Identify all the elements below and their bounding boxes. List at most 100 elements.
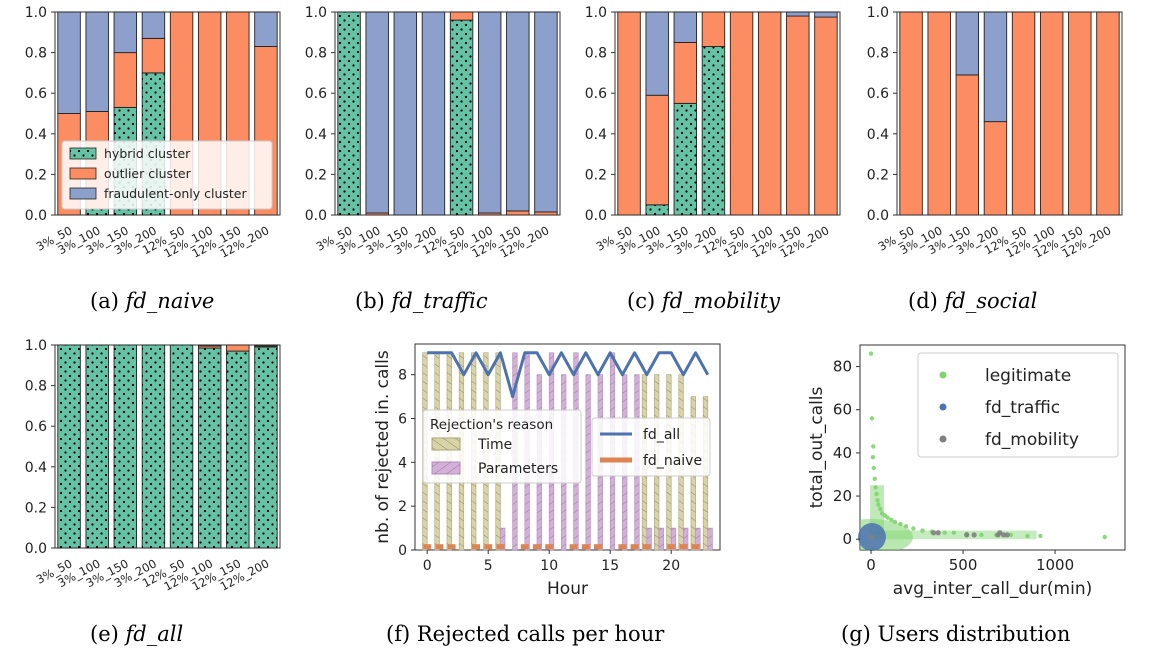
bar-b-1-7 [534,211,558,216]
y-tick-label-b-5: 1.0 [305,5,327,21]
bar-d-1-1 [927,11,951,216]
x-axis-label-f: Hour [547,579,588,599]
y-tick-label-b-0: 0.0 [305,208,327,224]
y-tick-label-b-2: 0.4 [305,127,327,143]
legend-swatch-dots [70,148,96,159]
bar-c-2-6 [786,11,810,17]
bar-b-1-6 [506,210,530,216]
x-axis-label-g: avg_inter_call_dur(min) [893,579,1092,599]
bar-a-1-2 [113,52,138,108]
point-legitimate-5 [872,476,877,481]
bar-dots-a-1 [85,208,109,215]
y-tick-label-e-4: 0.8 [25,379,47,395]
legend-label-hybrid: hybrid cluster [104,146,191,161]
bar-dots-e-2 [114,345,137,548]
caption-g: (g) Users distribution [841,622,1071,646]
point-legitimate-13 [885,515,890,520]
legend-label-fraudulent: fraudulent-only cluster [104,186,247,201]
y-tick-label-d-3: 0.6 [867,86,889,102]
y-tick-label-g-4: 80 [833,358,852,376]
point-legitimate-0 [868,351,874,356]
point-fd_mobility-3 [964,532,970,538]
point-legitimate-15 [892,519,898,525]
bar-a-2-3 [141,11,166,39]
bar-dots-e-7 [254,347,278,548]
bar-f-hatch-1-21 [683,528,689,550]
y-tick-label-a-1: 0.2 [25,167,47,183]
y-tick-label-c-4: 0.8 [585,46,607,62]
bar-d-1-4 [1011,11,1036,216]
point-legitimate-2 [871,444,876,449]
bar-d-1-6 [1068,11,1092,216]
y-tick-label-d-5: 1.0 [867,5,889,21]
point-legitimate-4 [871,465,877,471]
bar-c-1-2 [673,42,698,104]
bar-b-1-4 [449,11,474,21]
y-tick-label-f-4: 8 [398,368,407,384]
point-legitimate-28 [1038,533,1043,539]
point-fd_mobility-0 [869,534,875,540]
bar-b-2-7 [534,11,558,213]
bar-d-2-3 [983,11,1008,123]
point-legitimate-14 [889,517,894,522]
y-tick-label-a-3: 0.6 [25,86,47,102]
bar-dots-e-6 [226,351,250,548]
bar-dots-b-0 [337,12,361,215]
bar-dots-e-4 [170,345,193,548]
y-tick-label-a-0: 0.0 [25,208,47,224]
x-tick-label-g-0: 0 [866,556,876,574]
y-tick-label-d-0: 0.0 [867,208,889,224]
bar-dots-e-5 [198,348,221,548]
caption-c: (c) fd_mobility [627,289,781,313]
y-tick-label-g-0: 0 [842,530,852,548]
bar-b-2-3 [421,11,446,216]
bar-f-hatch-1-20 [671,528,676,550]
y-tick-label-d-2: 0.4 [867,127,889,143]
point-legitimate-6 [873,485,878,490]
x-tick-label-f-1: 5 [484,558,493,574]
bar-f-hatch-1-13 [585,374,591,550]
bar-c-2-2 [673,11,698,43]
legend-label-g-legitimate: legitimate [985,366,1071,386]
y-tick-label-a-2: 0.4 [25,127,47,143]
caption-d: (d) fd_social [908,289,1038,313]
point-legitimate-17 [903,524,909,529]
bar-dots-e-0 [57,345,81,548]
x-tick-label-f-0: 0 [423,558,432,574]
y-tick-label-e-5: 1.0 [25,338,47,354]
y-tick-label-f-2: 4 [398,455,407,471]
point-legitimate-3 [870,455,876,460]
x-tick-label-f-3: 15 [601,558,619,574]
bar-d-1-7 [1096,11,1120,216]
bar-e-2-7 [254,344,278,347]
y-tick-label-a-5: 1.0 [25,5,47,21]
point-legitimate-29 [1102,534,1107,540]
bar-dots-e-3 [142,345,165,548]
point-legitimate-7 [874,491,879,497]
point-legitimate-22 [951,530,957,535]
y-tick-label-c-1: 0.2 [585,167,607,183]
bar-dots-c-1 [645,204,669,215]
point-legitimate-18 [911,526,916,531]
bar-b-2-6 [506,11,530,212]
bar-b-2-1 [365,11,389,214]
legend-label-Parameters: Parameters [478,461,558,477]
bar-b-2-2 [393,11,418,216]
y-tick-label-c-3: 0.6 [585,86,607,102]
point-legitimate-16 [898,521,903,527]
point-legitimate-19 [920,528,925,533]
point-legitimate-21 [942,530,947,535]
y-axis-label-f: nb. of rejected in. calls [373,350,393,544]
legit-cloud-spike [870,485,884,535]
point-legitimate-1 [869,416,875,421]
bar-c-1-7 [814,16,838,216]
y-tick-label-b-4: 0.8 [305,46,327,62]
bar-c-1-3 [701,11,726,47]
point-legitimate-26 [1008,532,1014,538]
x-tick-label-f-4: 20 [662,558,680,574]
bar-f-hatch-1-18 [646,528,652,550]
bar-a-2-2 [113,11,138,54]
point-fd_mobility-8 [1004,532,1010,538]
bar-a-2-0 [57,11,81,114]
y-tick-label-e-0: 0.0 [25,541,47,557]
